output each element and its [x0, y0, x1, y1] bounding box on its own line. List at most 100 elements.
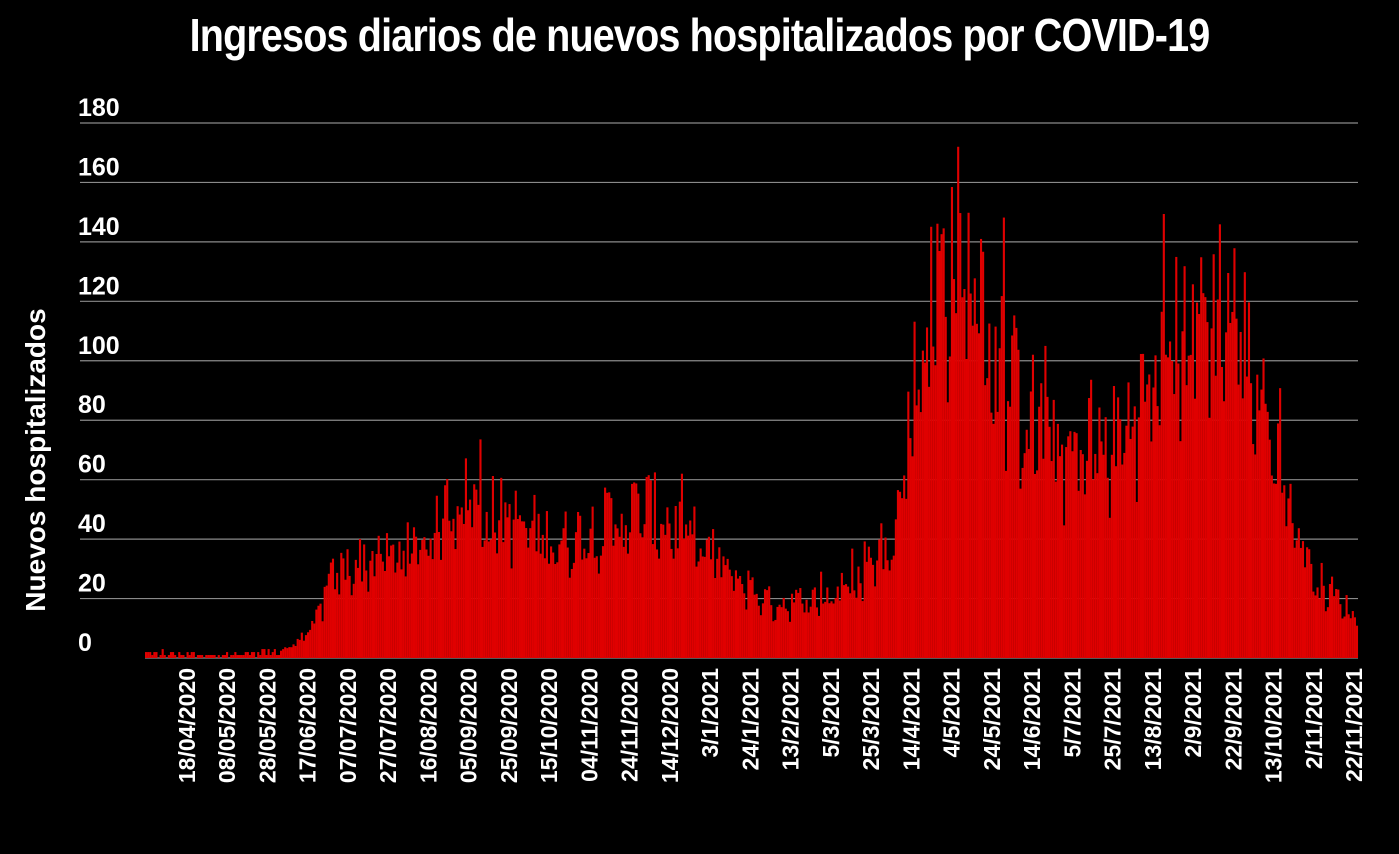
- bar: [942, 228, 945, 658]
- bar: [778, 604, 781, 658]
- bar: [1314, 595, 1317, 658]
- bar: [915, 405, 918, 658]
- bar: [936, 223, 939, 658]
- bar: [336, 572, 339, 658]
- bar: [1185, 385, 1188, 658]
- bar: [921, 350, 924, 658]
- bar: [626, 553, 629, 658]
- bar: [934, 365, 937, 658]
- bar: [973, 278, 976, 658]
- bar: [205, 655, 208, 658]
- bar: [238, 655, 241, 658]
- bar: [275, 655, 278, 658]
- bar: [1247, 302, 1251, 658]
- bar: [724, 565, 727, 658]
- bar: [784, 608, 787, 658]
- bar: [1187, 355, 1190, 658]
- bar: [431, 559, 434, 658]
- bar: [813, 587, 816, 658]
- bar: [1073, 431, 1076, 658]
- bar: [491, 476, 494, 658]
- bar: [282, 649, 285, 658]
- bar: [716, 558, 719, 658]
- x-tick-label: 5/3/2021: [818, 668, 844, 758]
- bar: [223, 655, 227, 658]
- x-tick-label: 13/10/2021: [1261, 668, 1287, 783]
- x-tick-label: 25/3/2021: [858, 668, 884, 771]
- bar: [1293, 547, 1296, 658]
- bar: [265, 655, 268, 658]
- bar: [500, 477, 503, 658]
- bar: [1139, 353, 1143, 658]
- bar: [298, 639, 301, 658]
- bar: [1337, 589, 1340, 658]
- bar: [1266, 411, 1269, 658]
- bar: [267, 649, 270, 658]
- bar: [489, 539, 492, 658]
- bar: [722, 556, 725, 658]
- bar: [597, 573, 600, 658]
- bar: [1015, 327, 1018, 658]
- bar: [1274, 483, 1278, 658]
- bar: [774, 619, 777, 658]
- bar: [1295, 540, 1298, 658]
- bar: [423, 537, 426, 658]
- x-tick-label: 4/5/2021: [939, 668, 965, 758]
- bar: [874, 586, 877, 658]
- bar: [1154, 355, 1157, 658]
- bar: [1129, 438, 1132, 658]
- bar: [1241, 398, 1244, 658]
- bar: [1291, 523, 1294, 658]
- bar: [178, 652, 181, 658]
- bar: [315, 609, 318, 658]
- bar: [248, 655, 251, 658]
- bar: [961, 297, 964, 658]
- bar: [149, 652, 152, 658]
- bar: [448, 520, 451, 658]
- bar: [410, 553, 413, 658]
- bar: [649, 480, 652, 658]
- bar: [820, 571, 823, 658]
- bar: [747, 570, 750, 658]
- bar: [1158, 425, 1161, 658]
- bar: [772, 621, 775, 658]
- x-tick-label: 27/07/2020: [375, 668, 401, 783]
- bar: [1262, 358, 1265, 658]
- bar: [1013, 315, 1016, 658]
- bar: [847, 586, 850, 658]
- bar: [172, 652, 175, 658]
- bar: [539, 553, 542, 658]
- bar: [1252, 444, 1255, 658]
- y-tick-label: 80: [78, 391, 106, 419]
- bar: [969, 293, 972, 658]
- y-tick-label: 140: [78, 213, 120, 241]
- bar: [658, 558, 661, 658]
- bar: [1208, 417, 1211, 658]
- bar: [697, 561, 700, 658]
- bar: [1347, 614, 1350, 658]
- bar: [822, 603, 825, 658]
- bar: [685, 524, 688, 658]
- bar: [988, 323, 991, 658]
- bar: [776, 606, 779, 658]
- bar: [955, 313, 958, 658]
- bar: [1270, 475, 1273, 658]
- bar: [155, 652, 158, 658]
- bar: [876, 560, 879, 658]
- bar: [1237, 384, 1240, 658]
- bar: [1297, 528, 1300, 658]
- x-tick-label: 24/11/2020: [617, 668, 643, 782]
- bar: [826, 587, 829, 658]
- bar: [240, 655, 243, 658]
- bar: [385, 533, 389, 658]
- bar: [971, 325, 974, 658]
- bar: [589, 528, 592, 658]
- bar: [1137, 417, 1140, 658]
- bar: [1345, 595, 1348, 658]
- bar: [1065, 447, 1068, 658]
- bar: [377, 535, 380, 658]
- bar: [277, 655, 281, 658]
- bar: [547, 563, 551, 658]
- bar: [763, 589, 767, 658]
- bar: [346, 549, 349, 658]
